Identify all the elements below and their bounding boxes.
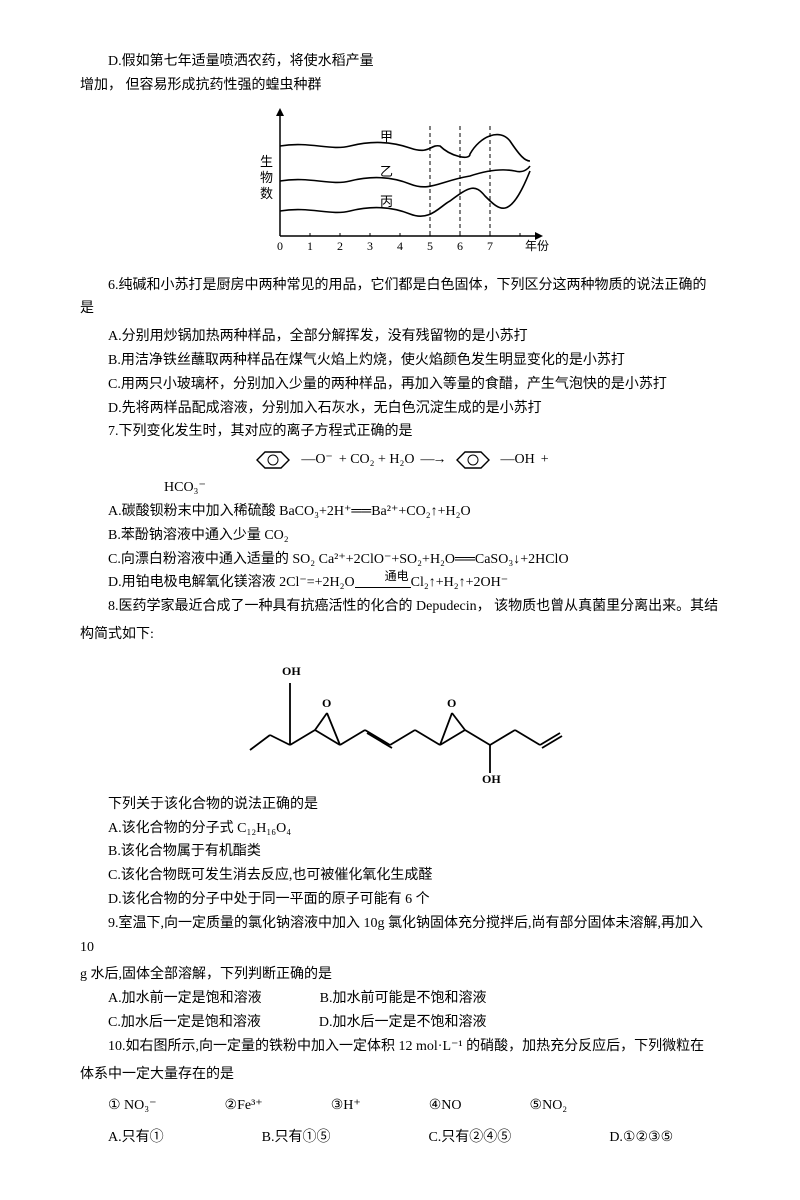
q10-item-4: ④NO (401, 1094, 462, 1118)
reaction-arrow: —→ (421, 448, 445, 472)
q6-b: B.用洁净铁丝蘸取两种样品在煤气火焰上灼烧，使火焰颜色发生明显变化的是小苏打 (80, 349, 720, 373)
hco3-text: HCO₃⁻ (164, 476, 206, 500)
svg-text:丙: 丙 (380, 194, 393, 209)
q6-stem: 6.纯碱和小苏打是厨房中两种常见的用品，它们都是白色固体，下列区分这两种物质的说… (80, 274, 720, 322)
q9-row-ab: A.加水前一定是饱和溶液 B.加水前可能是不饱和溶液 (80, 987, 720, 1011)
q8-stem-b: 构简式如下: (80, 623, 720, 647)
q7-d-post: Cl₂↑+H₂↑+2OH⁻ (411, 575, 509, 590)
molecule-svg: OH O O OH (230, 655, 570, 785)
svg-text:6: 6 (457, 239, 463, 253)
q8-a: A.该化合物的分子式 C₁₂H₁₆O₄ (80, 817, 720, 841)
svg-text:1: 1 (307, 239, 313, 253)
benzene-ring-2 (451, 448, 495, 472)
q6-d: D.先将两样品配成溶液，分别加入石灰水，无白色沉淀生成的是小苏打 (80, 397, 720, 421)
phenol-part: —OH (501, 448, 535, 472)
q6-a: A.分别用炒锅加热两种样品，全部分解挥发，没有残留物的是小苏打 (80, 325, 720, 349)
q10-d: D.①②③⑤ (581, 1126, 673, 1150)
q8-b: B.该化合物属于有机酯类 (80, 840, 720, 864)
svg-text:4: 4 (397, 239, 403, 253)
q7-stem: 7.下列变化发生时，其对应的离子方程式正确的是 (80, 420, 720, 444)
q7-d: D.用铂电极电解氧化镁溶液 2Cl⁻=+2H₂O通电Cl₂↑+H₂↑+2OH⁻ (80, 571, 720, 595)
q9-a: A.加水前一定是饱和溶液 (80, 987, 262, 1011)
q8-after: 下列关于该化合物的说法正确的是 (80, 793, 720, 817)
population-graph: 生物数 0 1 2 3 4 5 6 7 年份 甲乙丙 (80, 106, 720, 266)
q7-b: B.苯酚钠溶液中通入少量 CO₂ (80, 524, 720, 548)
graph-svg: 生物数 0 1 2 3 4 5 6 7 年份 甲乙丙 (250, 106, 550, 266)
svg-text:数: 数 (260, 186, 273, 201)
q9-row-cd: C.加水后一定是饱和溶液 D.加水后一定是不饱和溶液 (80, 1011, 720, 1035)
q5-option-d-line1: D.假如第七年适量喷洒农药，将使水稻产量 (80, 50, 720, 74)
svg-text:甲: 甲 (380, 129, 393, 144)
q10-stem-b: 体系中一定大量存在的是 (80, 1063, 720, 1087)
q8-stem-a: 8.医药学家最近合成了一种具有抗癌活性的化合的 Depudecin， 该物质也曾… (80, 595, 720, 619)
q7-reaction-eq: —O⁻ + CO₂ + H₂O —→ —OH + (80, 448, 720, 472)
q10-item-3: ③H⁺ (303, 1094, 361, 1118)
electrolysis-condition: 通电 (355, 566, 411, 587)
svg-text:7: 7 (487, 239, 493, 253)
q9-c: C.加水后一定是饱和溶液 (80, 1011, 261, 1035)
q10-item-5: ⑤NO₂ (502, 1094, 568, 1118)
benzene-ring-1 (251, 448, 295, 472)
svg-text:年份: 年份 (525, 239, 549, 253)
q7-reaction-hco3: HCO₃⁻ (164, 476, 720, 500)
svg-text:3: 3 (367, 239, 373, 253)
q9-stem-a: 9.室温下,向一定质量的氯化钠溶液中加入 10g 氯化钠固体充分搅拌后,尚有部分… (80, 912, 720, 960)
q10-options: A.只有① B.只有①⑤ C.只有②④⑤ D.①②③⑤ (80, 1126, 720, 1150)
q10-item-1: ① NO₃⁻ (80, 1094, 157, 1118)
svg-text:物: 物 (260, 170, 273, 185)
svg-text:0: 0 (277, 239, 283, 253)
svg-text:O: O (447, 696, 456, 710)
svg-text:OH: OH (282, 664, 301, 678)
q10-a: A.只有① (80, 1126, 164, 1150)
q8-c: C.该化合物既可发生消去反应,也可被催化氧化生成醛 (80, 864, 720, 888)
depudecin-structure: OH O O OH (80, 655, 720, 785)
svg-text:乙: 乙 (380, 164, 393, 179)
plus-trailing: + (541, 448, 549, 472)
svg-text:O: O (322, 696, 331, 710)
q9-b: B.加水前可能是不饱和溶液 (292, 987, 487, 1011)
svg-text:OH: OH (482, 772, 501, 785)
svg-text:生: 生 (260, 154, 273, 169)
q9-stem-b: g 水后,固体全部溶解，下列判断正确的是 (80, 963, 720, 987)
plus-co2-h2o: + CO₂ + H₂O (339, 448, 415, 472)
q7-a: A.碳酸钡粉末中加入稀硫酸 BaCO₃+2H⁺══Ba²⁺+CO₂↑+H₂O (80, 500, 720, 524)
svg-text:5: 5 (427, 239, 433, 253)
q8-d: D.该化合物的分子中处于同一平面的原子可能有 6 个 (80, 888, 720, 912)
q10-item-2: ②Fe³⁺ (197, 1094, 263, 1118)
phenoxide-part: —O⁻ (301, 448, 333, 472)
svg-text:2: 2 (337, 239, 343, 253)
q6-c: C.用两只小玻璃杯，分别加入少量的两种样品，再加入等量的食醋，产生气泡快的是小苏… (80, 373, 720, 397)
q10-c: C.只有②④⑤ (400, 1126, 511, 1150)
q7-d-pre: D.用铂电极电解氧化镁溶液 2Cl⁻=+2H₂O (108, 575, 355, 590)
q10-b: B.只有①⑤ (234, 1126, 331, 1150)
q10-stem-a: 10.如右图所示,向一定量的铁粉中加入一定体积 12 mol·L⁻¹ 的硝酸，加… (80, 1035, 720, 1059)
q9-d: D.加水后一定是不饱和溶液 (291, 1011, 487, 1035)
q5-option-d-line2: 增加， 但容易形成抗药性强的蝗虫种群 (80, 74, 720, 98)
q10-items: ① NO₃⁻ ②Fe³⁺ ③H⁺ ④NO ⑤NO₂ (80, 1094, 720, 1118)
